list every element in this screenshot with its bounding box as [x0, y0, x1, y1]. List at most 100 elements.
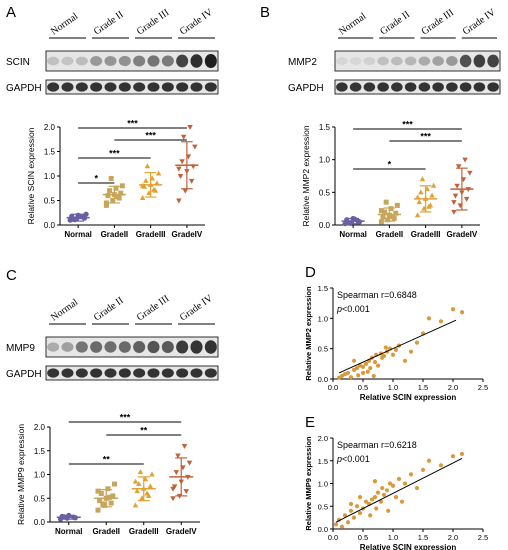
y-tick-label: 0.0: [34, 518, 46, 527]
y-tick-label: 1.5: [34, 447, 46, 456]
data-point: [430, 182, 437, 188]
blot-band: [75, 368, 88, 378]
blot-band: [363, 56, 376, 66]
y-tick-label: 0.5: [319, 188, 331, 197]
data-point: [360, 364, 366, 369]
blot-band: [118, 341, 131, 353]
blot-band: [161, 82, 174, 92]
significance-label: ***: [402, 120, 413, 130]
data-point: [393, 347, 399, 352]
p-value-symbol: p: [336, 454, 342, 464]
blot-band: [176, 340, 189, 354]
data-point: [455, 164, 462, 170]
data-point: [378, 219, 384, 225]
blot-band: [349, 82, 362, 92]
data-point: [452, 193, 459, 199]
data-point: [83, 211, 89, 217]
x-tick-label: GradeII: [101, 230, 129, 239]
data-point: [348, 508, 354, 513]
blot-band: [104, 82, 117, 92]
data-point: [342, 513, 348, 518]
blot-band: [147, 55, 160, 67]
blot-band: [104, 341, 117, 353]
blot-band: [404, 82, 417, 92]
blot-band: [47, 368, 60, 378]
p-value-text: <0.001: [342, 454, 370, 464]
data-point: [351, 515, 357, 520]
data-point: [463, 196, 470, 202]
blot-band: [61, 82, 74, 92]
y-axis-label: Relative MMP2 expression: [304, 286, 313, 381]
blot-strip: [334, 50, 501, 72]
data-point: [459, 310, 465, 315]
data-point: [374, 506, 379, 511]
blot-band: [104, 368, 117, 378]
data-point: [369, 497, 375, 502]
data-point: [143, 177, 149, 183]
blot-row-label: MMP9: [6, 343, 35, 354]
data-point: [396, 476, 402, 482]
data-point: [339, 524, 345, 529]
data-point: [147, 483, 154, 489]
data-point: [416, 199, 422, 205]
blot-band: [161, 340, 174, 354]
x-axis-label: Relative SCIN expression: [360, 393, 457, 402]
data-point: [183, 489, 189, 495]
data-point: [188, 178, 195, 184]
blot-band: [90, 82, 103, 92]
significance-label: **: [103, 455, 111, 465]
y-tick-label: 1.0: [319, 156, 331, 165]
blot-band: [133, 82, 146, 92]
blot-band: [161, 55, 174, 67]
blot-band: [75, 56, 88, 66]
blot-band: [363, 82, 376, 92]
lane-label: Grade IV: [178, 293, 216, 324]
data-point: [372, 495, 378, 500]
x-tick-label: 1.5: [418, 383, 428, 392]
y-tick-label: 2.0: [44, 123, 56, 132]
x-tick-label: GradeIII: [411, 230, 441, 239]
lane-label: Normal: [337, 11, 369, 38]
data-point: [378, 499, 384, 504]
x-tick-label: GradeIII: [136, 230, 166, 239]
data-point: [402, 481, 408, 486]
y-axis-label: Relative MMP9 expression: [304, 436, 313, 531]
p-value: p<0.001: [336, 304, 370, 314]
significance-label: ***: [145, 131, 156, 141]
x-tick-label: GradeIII: [129, 527, 159, 536]
x-tick-label: Normal: [55, 527, 83, 536]
blot-band: [349, 57, 362, 65]
data-point: [144, 490, 150, 496]
x-tick-label: 0.5: [358, 533, 368, 542]
blot-band: [391, 82, 403, 92]
data-point: [348, 501, 354, 507]
data-point: [450, 454, 456, 459]
blot-row-label: GAPDH: [6, 83, 42, 94]
x-tick-label: 0.0: [328, 383, 338, 392]
data-point: [394, 202, 400, 208]
blot-strip: [45, 336, 219, 358]
lane-label: Normal: [49, 11, 81, 38]
y-tick-label: 1.5: [319, 123, 331, 132]
data-point: [182, 188, 189, 194]
blot-band: [204, 82, 217, 92]
x-tick-label: GradeIV: [172, 230, 203, 239]
blot-band: [61, 56, 74, 66]
data-point: [438, 319, 444, 324]
blot-band: [176, 54, 189, 68]
x-tick-label: 1.0: [388, 533, 398, 542]
p-value-text: <0.001: [342, 304, 370, 314]
data-point: [381, 492, 387, 497]
lane-label: Grade IV: [178, 7, 216, 38]
data-point: [384, 488, 390, 493]
blot-band: [161, 368, 174, 378]
data-point: [408, 349, 414, 354]
x-tick-label: 2.5: [478, 383, 488, 392]
significance-label: *: [94, 174, 98, 184]
blot-row-label: GAPDH: [6, 369, 42, 380]
data-point: [173, 470, 180, 476]
regression-line: [338, 319, 457, 374]
data-point: [105, 193, 111, 199]
